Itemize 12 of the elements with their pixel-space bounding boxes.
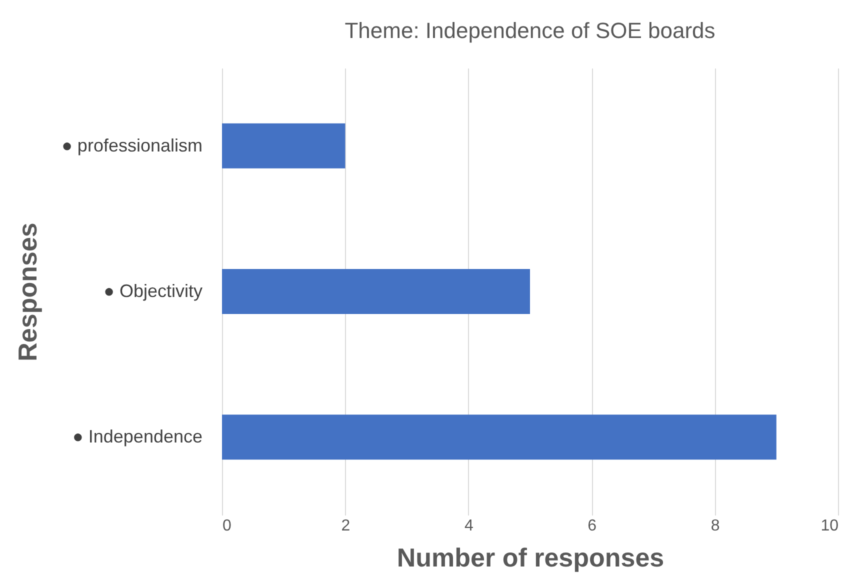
y-tick-label: ● professionalism	[62, 135, 202, 156]
x-tick-label: 2	[341, 518, 350, 534]
x-tick-label: 4	[464, 518, 474, 534]
x-tick-label: 8	[710, 518, 720, 534]
x-axis-title: Number of responses	[396, 542, 664, 572]
chart-title: Theme: Independence of SOE boards	[344, 18, 716, 43]
y-tick-label: ● Objectivity	[104, 281, 202, 301]
y-axis-title: Responses	[12, 222, 43, 362]
x-tick-label: 0	[222, 518, 232, 534]
x-tick-label: 10	[820, 518, 839, 534]
x-tick-label: 6	[588, 518, 597, 534]
y-tick-label: ● Independence	[72, 426, 202, 447]
